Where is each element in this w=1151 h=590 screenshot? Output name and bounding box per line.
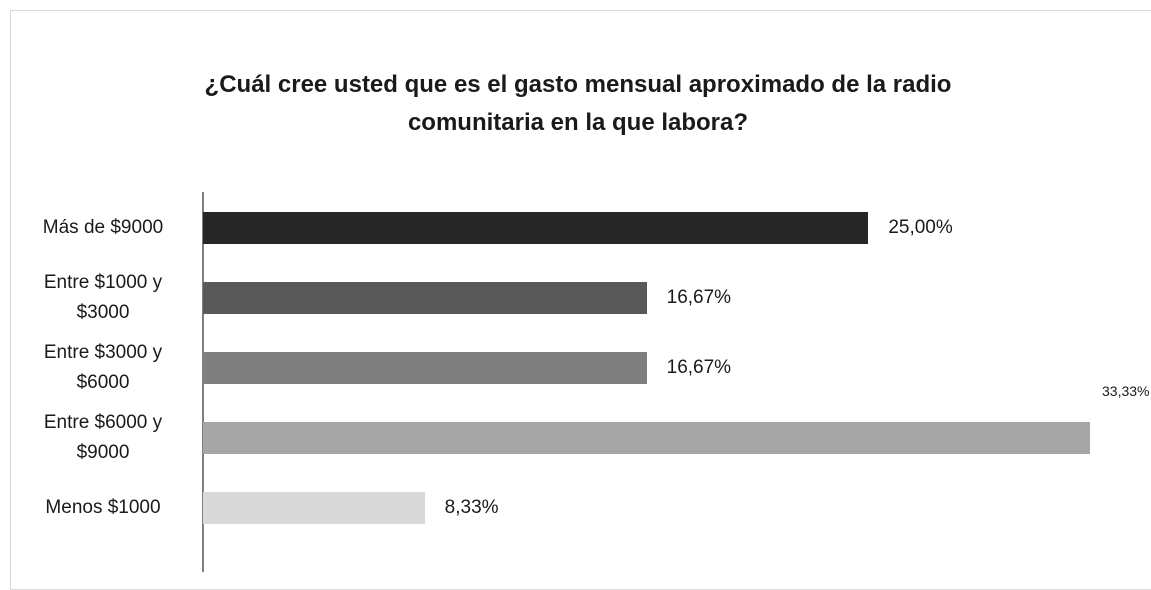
bar xyxy=(203,492,425,524)
category-label: Entre $1000 y $3000 xyxy=(43,272,163,323)
bar xyxy=(203,422,1090,454)
data-label: 33,33% xyxy=(1102,383,1150,399)
category-label: Entre $3000 y $6000 xyxy=(43,342,163,393)
category-label: Más de $9000 xyxy=(42,217,164,238)
data-label: 16,67% xyxy=(666,357,732,378)
data-label: 8,33% xyxy=(444,497,499,518)
data-label: 25,00% xyxy=(888,217,953,238)
data-label: 16,67% xyxy=(666,287,732,308)
bar xyxy=(203,212,869,244)
bar xyxy=(203,352,647,384)
category-label: Entre $6000 y $9000 xyxy=(43,412,163,463)
chart-title: ¿Cuál cree usted que es el gasto mensual… xyxy=(204,71,952,136)
category-label: Menos $1000 xyxy=(45,497,161,518)
bar xyxy=(203,282,647,314)
